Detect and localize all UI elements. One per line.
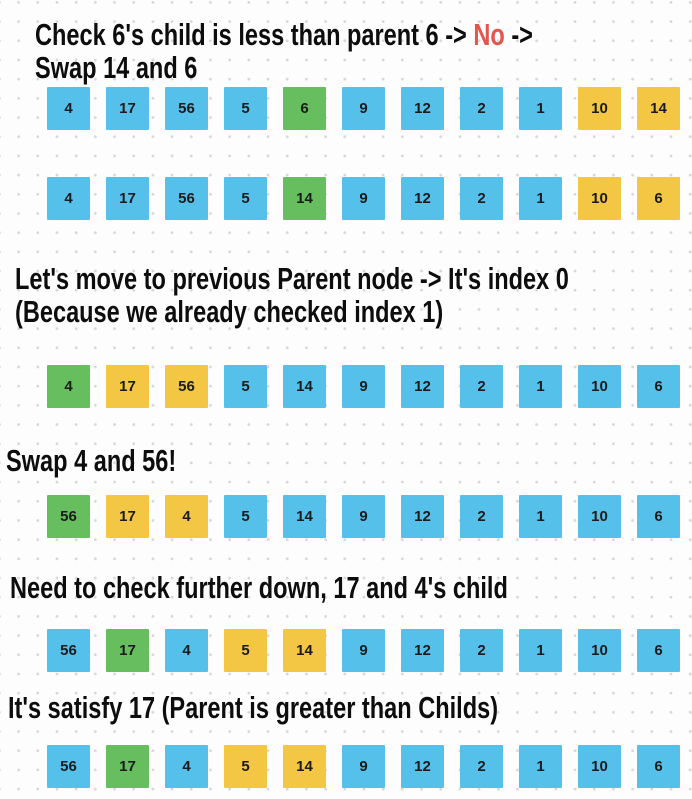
array-cell-17: 17 — [106, 177, 149, 220]
array-cell-10: 10 — [578, 87, 621, 130]
caption-move-to-parent-index-0: Let's move to previous Parent node -> It… — [15, 262, 569, 328]
array-cell-12: 12 — [401, 87, 444, 130]
array-row-after-swap-4-56: 56 17 4 5 14 9 12 2 1 10 6 — [47, 495, 680, 538]
heading-text: It's satisfy 17 (Parent is greater than … — [8, 690, 499, 725]
heading-line: Swap 14 and 6 — [35, 51, 533, 84]
heading-text: (Because we already checked index 1) — [15, 294, 444, 329]
array-cell-10: 10 — [578, 177, 621, 220]
array-cell-5: 5 — [224, 177, 267, 220]
highlight-text: No — [473, 17, 505, 52]
array-cell-1: 1 — [519, 745, 562, 788]
caption-swap-4-56: Swap 4 and 56! — [6, 444, 176, 477]
array-cell-9: 9 — [342, 629, 385, 672]
array-cell-6: 6 — [637, 629, 680, 672]
array-cell-17: 17 — [106, 495, 149, 538]
array-cell-10: 10 — [578, 495, 621, 538]
array-cell-12: 12 — [401, 629, 444, 672]
heading-line: It's satisfy 17 (Parent is greater than … — [8, 691, 498, 724]
array-cell-14: 14 — [283, 629, 326, 672]
array-cell-56: 56 — [165, 365, 208, 408]
array-cell-17: 17 — [106, 365, 149, 408]
array-cell-17: 17 — [106, 745, 149, 788]
heading-line: Need to check further down, 17 and 4's c… — [10, 571, 508, 604]
array-cell-9: 9 — [342, 87, 385, 130]
array-cell-6: 6 — [283, 87, 326, 130]
heading-line: (Because we already checked index 1) — [15, 295, 569, 328]
array-cell-2: 2 — [460, 177, 503, 220]
caption-check-child: Check 6's child is less than parent 6 ->… — [35, 18, 533, 84]
heading-text: Let's move to previous Parent node -> It… — [15, 261, 569, 296]
array-cell-5: 5 — [224, 495, 267, 538]
heading-text: Swap 4 and 56! — [6, 443, 177, 478]
array-cell-4: 4 — [165, 495, 208, 538]
array-cell-6: 6 — [637, 495, 680, 538]
array-cell-1: 1 — [519, 177, 562, 220]
array-cell-4: 4 — [47, 365, 90, 408]
array-cell-4: 4 — [165, 745, 208, 788]
array-cell-4: 4 — [165, 629, 208, 672]
heading-line: Let's move to previous Parent node -> It… — [15, 262, 569, 295]
array-row-before-swap-14-6: 4 17 56 5 6 9 12 2 1 10 14 — [47, 87, 680, 130]
array-cell-17: 17 — [106, 87, 149, 130]
array-cell-1: 1 — [519, 629, 562, 672]
heading-line: Check 6's child is less than parent 6 ->… — [35, 18, 533, 51]
array-cell-10: 10 — [578, 629, 621, 672]
array-cell-14: 14 — [283, 495, 326, 538]
array-row-final: 56 17 4 5 14 9 12 2 1 10 6 — [47, 745, 680, 788]
array-cell-4: 4 — [47, 177, 90, 220]
array-row-index-0-highlighted: 4 17 56 5 14 9 12 2 1 10 6 — [47, 365, 680, 408]
array-cell-1: 1 — [519, 495, 562, 538]
array-cell-5: 5 — [224, 745, 267, 788]
array-cell-2: 2 — [460, 745, 503, 788]
array-cell-56: 56 — [47, 629, 90, 672]
heading-text: -> — [504, 17, 533, 52]
array-cell-14: 14 — [283, 365, 326, 408]
array-cell-1: 1 — [519, 87, 562, 130]
array-cell-14: 14 — [283, 177, 326, 220]
array-cell-5: 5 — [224, 629, 267, 672]
array-cell-56: 56 — [47, 745, 90, 788]
array-cell-12: 12 — [401, 177, 444, 220]
array-cell-6: 6 — [637, 365, 680, 408]
array-cell-6: 6 — [637, 177, 680, 220]
array-cell-12: 12 — [401, 745, 444, 788]
heading-line: Swap 4 and 56! — [6, 444, 176, 477]
array-cell-56: 56 — [165, 177, 208, 220]
array-cell-17: 17 — [106, 629, 149, 672]
heading-text: Check 6's child is less than parent 6 -> — [35, 17, 474, 52]
array-cell-12: 12 — [401, 495, 444, 538]
array-row-check-17-children: 56 17 4 5 14 9 12 2 1 10 6 — [47, 629, 680, 672]
array-cell-9: 9 — [342, 177, 385, 220]
caption-check-further-down: Need to check further down, 17 and 4's c… — [10, 571, 508, 604]
array-cell-9: 9 — [342, 745, 385, 788]
array-row-after-swap-14-6: 4 17 56 5 14 9 12 2 1 10 6 — [47, 177, 680, 220]
array-cell-5: 5 — [224, 365, 267, 408]
array-cell-9: 9 — [342, 365, 385, 408]
heading-text: Need to check further down, 17 and 4's c… — [10, 570, 508, 605]
array-cell-2: 2 — [460, 365, 503, 408]
array-cell-4: 4 — [47, 87, 90, 130]
array-cell-2: 2 — [460, 495, 503, 538]
array-cell-2: 2 — [460, 629, 503, 672]
array-cell-1: 1 — [519, 365, 562, 408]
array-cell-2: 2 — [460, 87, 503, 130]
array-cell-14: 14 — [283, 745, 326, 788]
array-cell-12: 12 — [401, 365, 444, 408]
array-cell-9: 9 — [342, 495, 385, 538]
array-cell-14: 14 — [637, 87, 680, 130]
caption-17-satisfied: It's satisfy 17 (Parent is greater than … — [8, 691, 498, 724]
array-cell-56: 56 — [165, 87, 208, 130]
array-cell-56: 56 — [47, 495, 90, 538]
array-cell-10: 10 — [578, 365, 621, 408]
array-cell-5: 5 — [224, 87, 267, 130]
array-cell-10: 10 — [578, 745, 621, 788]
heading-text: Swap 14 and 6 — [35, 50, 198, 85]
array-cell-6: 6 — [637, 745, 680, 788]
